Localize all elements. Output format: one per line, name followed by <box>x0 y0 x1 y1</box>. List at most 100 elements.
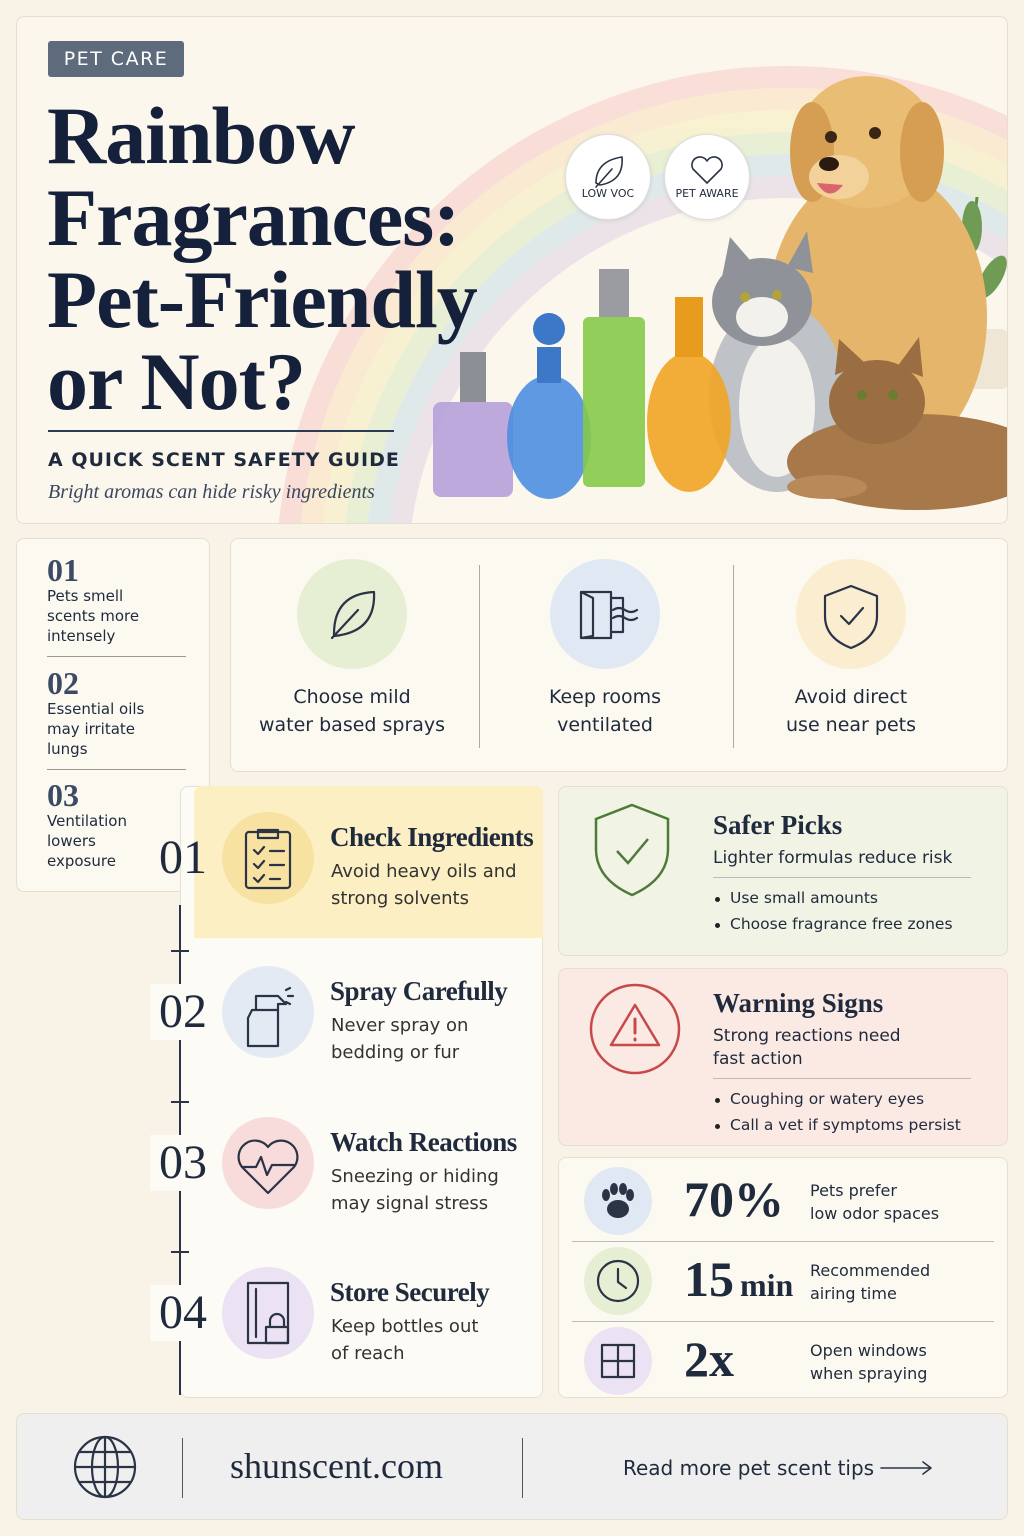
stat-value: 15 min <box>684 1251 793 1313</box>
fact-number: 01 <box>47 552 79 588</box>
step-text: Sneezing or hiding <box>331 1166 499 1187</box>
stat-number: 15 <box>684 1251 734 1307</box>
step-text: Never spray on <box>331 1015 469 1036</box>
tip-text: Keep rooms <box>548 686 662 708</box>
warning-icon <box>589 983 681 1075</box>
fact-text: lowers <box>47 832 96 850</box>
stat-text: when spraying <box>810 1364 928 1383</box>
subtitle: A QUICK SCENT SAFETY GUIDE <box>48 449 400 471</box>
fact-text: lungs <box>47 740 88 758</box>
step-title: Spray Carefully <box>330 976 508 1006</box>
step-title: Store Securely <box>330 1277 490 1307</box>
step-number: 04 <box>150 1285 216 1341</box>
stat-number: 2x <box>684 1331 734 1387</box>
divider <box>47 656 186 657</box>
bullet-dot <box>715 1124 720 1129</box>
tip-icon-bg <box>796 559 906 669</box>
divider <box>572 1241 994 1242</box>
card-subtitle: Strong reactions need <box>713 1026 901 1046</box>
divider <box>733 565 734 748</box>
warning-card <box>558 968 1008 1146</box>
timeline-tick <box>171 1101 189 1103</box>
tip-icon <box>330 590 376 640</box>
fact-text: Essential oils <box>47 700 145 718</box>
step-icon <box>246 1281 290 1345</box>
tip-text: Avoid direct <box>794 686 908 708</box>
bullet-text: Call a vet if symptoms persist <box>730 1116 961 1134</box>
stat-text: low odor spaces <box>810 1204 940 1223</box>
fact-text: scents more <box>47 607 140 625</box>
title-line: Fragrances: <box>47 172 460 263</box>
stat-text: airing time <box>810 1284 897 1303</box>
step-title: Watch Reactions <box>330 1127 517 1157</box>
divider <box>47 769 186 770</box>
safer-picks-card <box>558 786 1008 956</box>
bullet-text: Choose fragrance free zones <box>730 915 953 933</box>
step-number: 03 <box>150 1135 216 1191</box>
divider <box>713 1078 971 1079</box>
tip-icon <box>823 584 879 650</box>
globe-icon <box>73 1435 137 1499</box>
step-icon <box>244 828 292 890</box>
bullet-dot <box>715 923 720 928</box>
step-text: Keep bottles out <box>331 1316 479 1337</box>
bullet-text: Coughing or watery eyes <box>730 1090 925 1108</box>
stat-number: 70% <box>684 1171 784 1227</box>
stat-text: Pets prefer <box>810 1181 897 1200</box>
tip-icon <box>579 590 639 640</box>
card-title: Warning Signs <box>713 988 884 1018</box>
stat-text: Open windows <box>810 1341 927 1360</box>
step-text: of reach <box>331 1343 405 1364</box>
step-number: 02 <box>150 984 216 1040</box>
tagline: Bright aromas can hide risky ingredients <box>48 481 375 503</box>
fact-text: intensely <box>47 627 116 645</box>
bullet-dot <box>715 897 720 902</box>
card-subtitle: Lighter formulas reduce risk <box>713 848 953 868</box>
illustration <box>278 66 1007 523</box>
fact-text: exposure <box>47 852 116 870</box>
divider <box>713 877 971 878</box>
facts-card <box>16 538 210 892</box>
card-subtitle: fast action <box>713 1049 803 1069</box>
site-url: shunscent.com <box>230 1446 443 1486</box>
footer: shunscent.com Read more pet scent tips <box>16 1413 1008 1520</box>
step-icon-bg <box>222 966 314 1058</box>
divider <box>572 1321 994 1322</box>
step-text: may signal stress <box>331 1193 489 1214</box>
step-text: Avoid heavy oils and <box>331 861 517 882</box>
badge: LOW VOC <box>565 134 651 220</box>
header-card: PET CARE Rainbow Fragrances: Pet-Friendl… <box>16 16 1008 524</box>
stat-value: 70% <box>684 1171 784 1227</box>
bullet-text: Use small amounts <box>730 889 878 907</box>
read-more-link[interactable]: Read more pet scent tips <box>623 1456 875 1480</box>
badge-label: PET AWARE <box>675 187 739 200</box>
fact-number: 03 <box>47 777 79 813</box>
title-line: Rainbow <box>47 90 355 181</box>
divider <box>479 565 480 748</box>
tip-text: ventilated <box>557 714 653 736</box>
card-title: Safer Picks <box>713 810 843 840</box>
title: Rainbow Fragrances: Pet-Friendly or Not? <box>47 90 478 427</box>
title-line: or Not? <box>47 336 306 427</box>
bullet-dot <box>715 1098 720 1103</box>
badge: PET AWARE <box>664 134 750 220</box>
stat-text: Recommended <box>810 1261 931 1280</box>
badge-label: LOW VOC <box>581 187 635 200</box>
fact-text: may irritate <box>47 720 136 738</box>
step-icon <box>246 986 295 1048</box>
step-text: strong solvents <box>331 888 469 909</box>
step-text: bedding or fur <box>331 1042 460 1063</box>
fact-text: Ventilation <box>47 812 127 830</box>
stat-value: 2x <box>684 1331 734 1387</box>
leaf-icon <box>595 156 623 188</box>
shield-icon <box>594 803 670 897</box>
tip-icon-bg <box>550 559 660 669</box>
tip-text: use near pets <box>786 714 916 736</box>
rule <box>48 430 394 432</box>
category-tag: PET CARE <box>48 41 184 77</box>
title-line: Pet-Friendly <box>47 254 478 345</box>
step-title: Check Ingredients <box>330 822 534 852</box>
timeline-tick <box>171 1251 189 1253</box>
heart-icon <box>691 156 723 184</box>
